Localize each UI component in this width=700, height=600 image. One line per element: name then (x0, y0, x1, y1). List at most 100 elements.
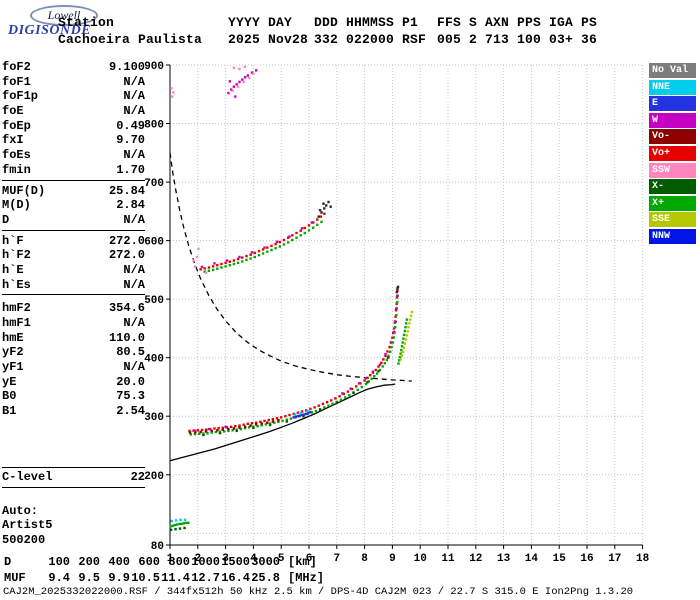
param-row-yf1: yF1 N/A (2, 360, 145, 375)
param-value: 9.70 (116, 133, 145, 148)
param-value: 22 (130, 469, 145, 484)
legend-item-x+: X+ (649, 195, 696, 211)
param-row-hes: h`Es N/A (2, 278, 145, 293)
param-row-clevel: C-level 22 (2, 470, 145, 485)
param-row-hmf1: hmF1 N/A (2, 316, 145, 331)
param-label: foE (2, 104, 24, 119)
param-label: foEs (2, 148, 31, 163)
param-label: MUF(D) (2, 183, 46, 198)
param-value: 0.49 (116, 118, 145, 133)
param-value: 2.84 (116, 198, 145, 213)
muf-value: 25.8 (251, 571, 280, 585)
param-row-md: M(D) 2.84 (2, 198, 145, 213)
svg-text:400: 400 (144, 354, 164, 366)
param-label: B0 (2, 389, 17, 404)
true-height-profile (169, 383, 396, 462)
param-row-fof2: foF2 9.100 (2, 60, 145, 75)
param-group-2: h`F 272.0 h`F2 272.0 h`E N/A h`Es N/A (2, 234, 145, 296)
status-line: CAJ2M_2025332022000.RSF / 344fx512h 50 k… (3, 586, 634, 598)
param-value: 2.54 (116, 404, 145, 419)
param-group-3: hmF2 354.6 hmF1 N/A hmE 110.0 yF2 80.5 yF1 N/A yE 2… (2, 301, 145, 421)
param-value: N/A (123, 212, 145, 227)
param-group-0: foF2 9.100 foF1 N/A foF1p N/A foE N/A foEp 0.49 fx… (2, 60, 145, 181)
echo-series-noise-pink (170, 87, 208, 274)
param-label: foF1 (2, 74, 31, 89)
header-settings-value: 005 2 713 100 03+ 36 (437, 32, 598, 47)
param-value: 25.84 (108, 183, 145, 198)
param-label: h`E (2, 262, 24, 277)
param-label: yF2 (2, 345, 24, 360)
muf-value: 12.7 (191, 571, 220, 585)
header-station-label: Station (58, 15, 115, 30)
param-group-1: MUF(D) 25.84 M(D) 2.84 D N/A (2, 184, 145, 231)
svg-text:700: 700 (144, 178, 164, 190)
distance-value: 100 (48, 555, 70, 569)
param-value: N/A (123, 148, 145, 163)
echo-series-second-hop-magenta (200, 221, 313, 269)
legend-item-e: E (649, 96, 696, 112)
param-value: N/A (123, 277, 145, 292)
param-value: 75.3 (116, 389, 145, 404)
muf-value: 9.5 (78, 571, 100, 585)
param-row-fof1: foF1 N/A (2, 75, 145, 90)
param-label: M(D) (2, 198, 31, 213)
svg-text:18: 18 (636, 553, 650, 565)
param-row-mufd: MUF(D) 25.84 (2, 184, 145, 199)
svg-text:10: 10 (414, 553, 427, 565)
param-label: hmF2 (2, 301, 31, 316)
header-settings-label: FFS S AXN PPS IGA PS (437, 15, 598, 30)
param-row-hmf2: hmF2 354.6 (2, 301, 145, 316)
svg-text:15: 15 (553, 553, 567, 565)
svg-text:200: 200 (144, 471, 164, 483)
svg-text:600: 600 (144, 237, 164, 249)
echo-series-e-region-darkgreen (169, 526, 186, 531)
artist-version: Artist5 (2, 518, 53, 533)
param-label: h`F (2, 233, 24, 248)
svg-text:800: 800 (144, 120, 164, 132)
svg-text:17: 17 (608, 553, 621, 565)
muf-value: 9.9 (108, 571, 130, 585)
param-label: h`Es (2, 277, 31, 292)
param-row-fmin: fmin 1.70 (2, 163, 145, 178)
param-value: 20.0 (116, 374, 145, 389)
echo-series-third-hop-magenta (227, 69, 258, 98)
muf-value: 11.4 (161, 571, 190, 585)
distance-value: 400 (108, 555, 130, 569)
echo-series-trace-top-dark (395, 285, 400, 294)
echo-series-f-trace-o-blue (292, 410, 312, 419)
svg-text:5: 5 (278, 553, 285, 565)
param-label: foEp (2, 118, 31, 133)
logo-digisonde-text: DIGISONDE (8, 23, 92, 38)
svg-text:11: 11 (441, 553, 455, 565)
param-label: D (2, 212, 10, 227)
svg-text:500: 500 (144, 295, 164, 307)
svg-text:4: 4 (250, 553, 257, 565)
logo-oval: Lowell (30, 5, 98, 26)
parameter-panel: foF2 9.100 foF1 N/A foF1p N/A foE N/A foEp 0.49 fx… (2, 60, 145, 548)
svg-text:6: 6 (306, 553, 313, 565)
parameter-groups: foF2 9.100 foF1 N/A foF1p N/A foE N/A foEp 0.49 fx… (2, 60, 145, 488)
legend-item-x-: X- (649, 179, 696, 195)
legend-item-sse: SSE (649, 212, 696, 228)
param-label: hmE (2, 330, 24, 345)
distance-value: 800 (168, 555, 190, 569)
svg-text:2: 2 (194, 553, 201, 565)
header-date-label: YYYY DAY (228, 15, 293, 30)
artist-flags: 500200 (2, 532, 46, 547)
logo-lowell-text: Lowell (47, 8, 81, 22)
param-value: N/A (123, 74, 145, 89)
param-row-b0: B0 75.3 (2, 389, 145, 404)
param-label: hmF1 (2, 316, 31, 330)
echo-series-x-trace-green (397, 318, 409, 365)
param-row-fof1p: foF1p N/A (2, 89, 145, 104)
param-label: fxI (2, 133, 24, 148)
param-value: 354.6 (108, 301, 145, 316)
lowell-digisonde-logo: Lowell DIGISONDE (8, 4, 128, 50)
param-row-b1: B1 2.54 (2, 404, 145, 419)
echo-series-f-trace-o-magenta (193, 295, 399, 433)
legend-item-vo+: Vo+ (649, 145, 696, 161)
param-row-hme: hmE 110.0 (2, 331, 145, 346)
muf-value: 10.5 (131, 571, 160, 585)
param-value: N/A (123, 360, 145, 375)
distance-unit: [km] (288, 555, 317, 569)
